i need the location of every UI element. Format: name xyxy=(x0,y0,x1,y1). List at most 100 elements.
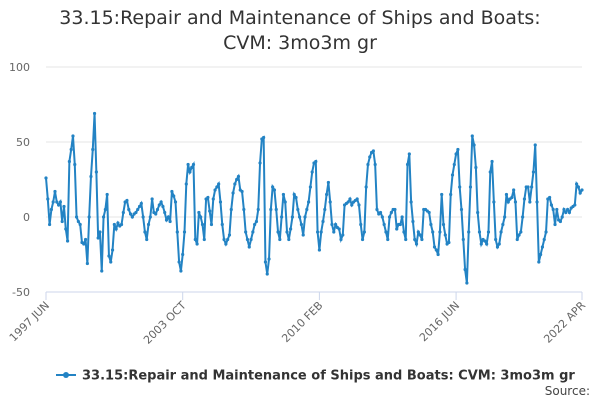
point xyxy=(281,192,286,197)
point xyxy=(506,200,510,204)
point xyxy=(371,149,375,153)
point xyxy=(440,192,444,197)
point xyxy=(490,159,494,164)
point xyxy=(100,269,104,273)
point xyxy=(46,197,50,201)
point xyxy=(125,198,129,203)
point xyxy=(296,207,300,212)
point xyxy=(200,222,205,227)
point xyxy=(380,215,384,219)
point xyxy=(251,230,255,234)
point xyxy=(303,215,307,219)
point xyxy=(553,222,557,227)
point xyxy=(145,237,149,242)
point xyxy=(375,207,379,212)
point xyxy=(441,222,446,227)
point xyxy=(542,237,546,242)
point xyxy=(278,237,282,242)
point xyxy=(573,203,577,207)
point xyxy=(276,230,280,234)
point xyxy=(91,147,95,152)
point xyxy=(289,227,293,231)
point xyxy=(157,203,161,207)
point xyxy=(427,210,431,215)
point xyxy=(566,207,570,212)
point xyxy=(290,215,295,219)
point xyxy=(294,195,298,200)
point xyxy=(101,215,106,219)
point xyxy=(127,207,131,212)
point xyxy=(283,200,287,204)
point xyxy=(405,162,410,167)
point xyxy=(578,191,582,195)
point xyxy=(414,242,419,246)
point xyxy=(121,210,125,215)
point xyxy=(274,207,278,212)
point xyxy=(497,242,501,246)
point xyxy=(452,162,456,167)
point xyxy=(301,233,305,237)
point xyxy=(504,192,509,197)
point xyxy=(92,111,97,116)
x-tick-label: 2010 FEB xyxy=(279,299,325,345)
point xyxy=(407,152,411,156)
point xyxy=(366,162,370,167)
point xyxy=(136,207,140,212)
point xyxy=(280,215,284,219)
point xyxy=(314,159,318,164)
point xyxy=(141,215,145,219)
point xyxy=(450,173,455,177)
point xyxy=(55,200,59,204)
point xyxy=(128,212,133,216)
point xyxy=(434,248,438,252)
point xyxy=(364,185,368,189)
point xyxy=(368,155,372,159)
point xyxy=(567,210,572,215)
point xyxy=(168,219,172,224)
point xyxy=(76,219,80,224)
point xyxy=(298,215,302,219)
point xyxy=(521,215,525,219)
point xyxy=(447,240,451,245)
point xyxy=(476,210,480,215)
point xyxy=(459,207,464,212)
point xyxy=(112,222,116,227)
point xyxy=(404,237,408,242)
point xyxy=(360,237,365,242)
point xyxy=(330,222,334,227)
point xyxy=(245,237,250,242)
point xyxy=(362,230,366,234)
point xyxy=(350,203,354,207)
point xyxy=(137,204,142,209)
point xyxy=(373,162,377,167)
point xyxy=(202,237,206,242)
point xyxy=(299,222,304,227)
point xyxy=(470,134,474,138)
y-tick-label: -50 xyxy=(12,286,30,299)
point xyxy=(526,185,530,189)
point xyxy=(319,230,323,234)
point xyxy=(82,242,86,246)
point xyxy=(540,245,545,249)
point xyxy=(272,188,277,192)
point xyxy=(467,230,471,234)
x-tick-label: 2016 JUN xyxy=(417,299,462,344)
point xyxy=(164,218,169,222)
point xyxy=(292,192,296,197)
point xyxy=(78,222,82,227)
point xyxy=(429,222,433,227)
legend-label: 33.15:Repair and Maintenance of Ships an… xyxy=(82,369,575,384)
point xyxy=(535,200,539,204)
point xyxy=(249,237,253,242)
point xyxy=(310,170,314,174)
point xyxy=(94,170,98,174)
point xyxy=(515,237,519,242)
point xyxy=(58,200,62,204)
point xyxy=(560,215,564,219)
point xyxy=(166,215,170,219)
point xyxy=(271,185,275,189)
point xyxy=(182,230,187,234)
source: Source: xyxy=(545,384,590,398)
point xyxy=(409,200,413,204)
